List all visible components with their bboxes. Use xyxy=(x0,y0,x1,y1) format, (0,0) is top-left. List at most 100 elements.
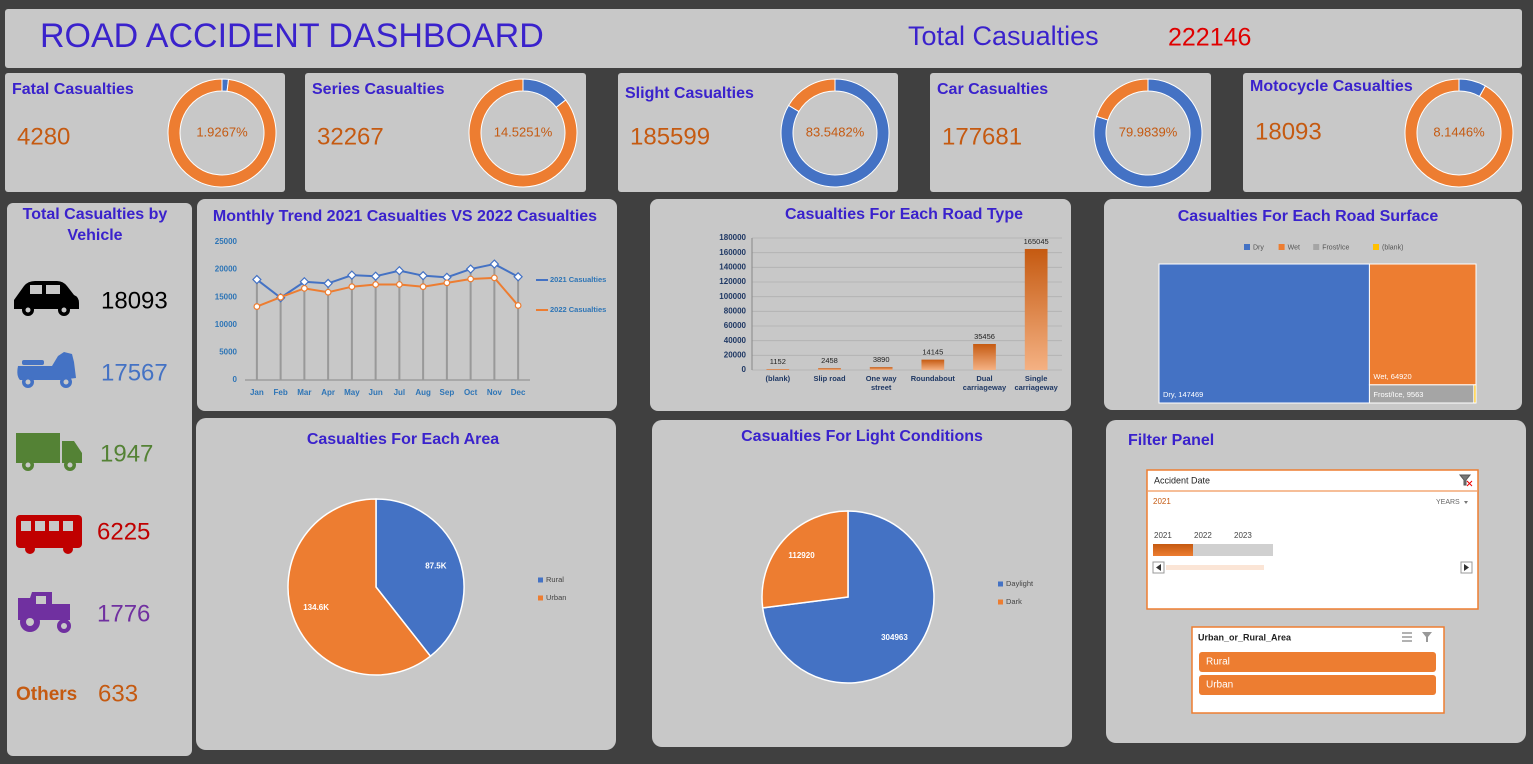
legend-swatch xyxy=(998,599,1003,605)
donut-label: 1.9267% xyxy=(196,124,248,139)
slicer-item-label[interactable]: Rural xyxy=(1206,657,1230,668)
panel xyxy=(930,73,1211,192)
panel xyxy=(1243,73,1522,192)
data-label: 87.5K xyxy=(425,561,447,570)
bar xyxy=(766,369,790,370)
multi-select-icon[interactable] xyxy=(1402,632,1412,642)
y-tick-label: 160000 xyxy=(719,248,746,257)
donut-rest xyxy=(1096,78,1149,121)
slicer-item[interactable] xyxy=(1199,675,1436,695)
donut-rest xyxy=(167,78,277,188)
x-tick-label: Aug xyxy=(415,388,431,397)
legend-label: Dark xyxy=(1006,597,1022,606)
chart-title: Monthly Trend 2021 Casualties VS 2022 Ca… xyxy=(212,208,598,225)
timeline-year: 2023 xyxy=(1234,531,1252,540)
donut-rest xyxy=(468,78,578,188)
donut-share xyxy=(1093,78,1203,188)
x-tick-label: Mar xyxy=(297,388,311,397)
timeline-period[interactable] xyxy=(1233,544,1273,556)
kpi-title: Fatal Casualties xyxy=(12,81,134,98)
slicer-clear-icon[interactable] xyxy=(1422,632,1432,642)
level-dropdown[interactable] xyxy=(1464,501,1468,504)
scroll-right-arrow xyxy=(1464,564,1469,571)
panel xyxy=(197,199,617,411)
x-tick-label-box: One way street xyxy=(865,375,897,392)
chart-title-box: Monthly Trend 2021 Casualties VS 2022 Ca… xyxy=(212,208,598,225)
legend-swatch xyxy=(1244,244,1250,250)
marker xyxy=(370,271,381,282)
x-tick-label-box: Dual carriageway xyxy=(962,375,1007,392)
timeline-period[interactable] xyxy=(1153,544,1193,556)
marker xyxy=(465,264,476,274)
chart-title: Casualties For Each Area xyxy=(307,431,499,448)
treemap-tile xyxy=(1368,263,1477,386)
scroll-track[interactable] xyxy=(1166,565,1264,570)
data-label: 165045 xyxy=(1024,237,1049,246)
legend-label: 2022 Casualties xyxy=(550,305,606,314)
pie-slice xyxy=(375,498,465,658)
panel xyxy=(618,73,898,192)
x-tick-label: (blank) xyxy=(765,375,791,383)
y-tick-label: 25000 xyxy=(215,237,238,246)
bar xyxy=(1024,248,1048,370)
marker xyxy=(489,259,500,269)
dashboard-title: ROAD ACCIDENT DASHBOARD xyxy=(40,17,544,55)
timeline-level[interactable]: YEARS xyxy=(1436,499,1460,506)
vehicle-value: 17567 xyxy=(101,359,168,386)
chart-title: Casualties For Each Road Type xyxy=(785,206,1023,223)
bus-icon xyxy=(16,515,82,554)
data-label: 1152 xyxy=(770,357,786,366)
chart-title: Casualties For Light Conditions xyxy=(741,428,983,445)
kpi-value: 18093 xyxy=(1255,118,1322,145)
panel xyxy=(5,73,285,192)
x-tick-label: May xyxy=(344,388,360,397)
data-label: 134.6K xyxy=(303,603,329,612)
x-tick-label: Nov xyxy=(487,388,503,397)
legend-label: Urban xyxy=(546,593,566,602)
y-tick-label: 120000 xyxy=(719,277,746,286)
bar xyxy=(818,368,841,370)
y-tick-label: 5000 xyxy=(219,348,237,357)
marker xyxy=(323,278,333,289)
marker xyxy=(348,283,356,291)
pie-slice xyxy=(761,510,849,609)
x-tick-label: Dual carriageway xyxy=(962,375,1007,392)
legend-label: (blank) xyxy=(1382,244,1403,251)
panel xyxy=(305,73,586,192)
x-tick-label: Jul xyxy=(394,388,406,397)
marker xyxy=(443,279,451,287)
kpi-value: 32267 xyxy=(317,123,384,150)
slicer-item-label[interactable]: Urban xyxy=(1206,680,1233,691)
marker xyxy=(253,303,261,310)
marker xyxy=(514,302,522,309)
bar xyxy=(973,343,996,370)
legend-swatch xyxy=(1373,244,1379,250)
marker xyxy=(347,270,357,280)
donut-rest xyxy=(787,78,836,113)
vehicle-value: 1776 xyxy=(97,600,150,627)
panel xyxy=(5,9,1522,68)
kpi-value: 177681 xyxy=(942,123,1022,150)
y-tick-label: 100000 xyxy=(719,292,746,301)
vehicle-label: Others xyxy=(16,684,77,705)
data-label: 304963 xyxy=(881,633,908,642)
legend-label: Wet xyxy=(1288,244,1300,251)
x-tick-label: Jun xyxy=(369,388,383,397)
slicer-item[interactable] xyxy=(1199,652,1436,672)
clear-filter-icon[interactable] xyxy=(1458,474,1473,487)
marker xyxy=(372,281,380,288)
donut-label: 8.1446% xyxy=(1433,124,1485,139)
kpi-title: Motocycle Casualties xyxy=(1250,78,1413,95)
marker xyxy=(418,270,428,281)
timeline-period[interactable] xyxy=(1193,544,1233,556)
legend-label: 2021 Casualties xyxy=(550,275,606,284)
data-label: Frost/Ice, 9563 xyxy=(1373,390,1423,399)
timeline-year: 2022 xyxy=(1194,531,1212,540)
data-label: Dry, 147469 xyxy=(1163,390,1203,399)
x-tick-label: Apr xyxy=(321,388,335,397)
kpi-value: 185599 xyxy=(630,123,710,150)
vehicles-title-box: Total Casualties by Vehicle xyxy=(23,206,168,244)
y-tick-label: 0 xyxy=(233,375,238,384)
x-tick-label: One way street xyxy=(865,375,897,392)
y-tick-label: 15000 xyxy=(215,292,238,301)
